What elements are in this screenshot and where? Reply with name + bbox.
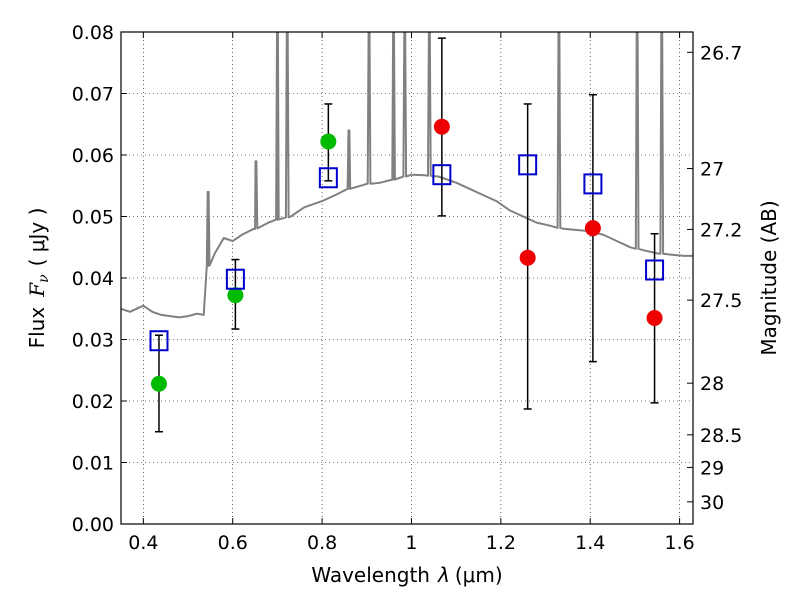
- y-tick-label: 0.03: [72, 330, 114, 352]
- y-tick-label: 0.06: [72, 145, 114, 167]
- model-point: [225, 268, 245, 290]
- y-axis-title-text: Flux: [25, 307, 49, 349]
- y2-tick-label: 29: [700, 457, 724, 479]
- y-axis-title-unit: ( μJy ): [25, 208, 49, 267]
- markers: [149, 118, 665, 392]
- model-point: [583, 173, 603, 195]
- model-point: [149, 330, 169, 352]
- x-tick-label: 0.4: [128, 532, 158, 554]
- y2-tick-label: 28: [700, 373, 724, 395]
- x-tick-label: 0.8: [307, 532, 337, 554]
- y-axis-title: Flux Fν ( μJy ): [25, 208, 52, 349]
- y2-tick-label: 28.5: [700, 425, 742, 447]
- x-tick-label: 1.4: [575, 532, 605, 554]
- x-axis-title-unit: (μm): [455, 563, 503, 587]
- x-tick-label: 1: [405, 532, 417, 554]
- y-tick-label: 0.05: [72, 207, 114, 229]
- data-point: [227, 287, 244, 304]
- data-point: [584, 220, 601, 237]
- y2-tick-label: 30: [700, 492, 724, 514]
- model-point: [518, 154, 538, 176]
- data-point: [320, 133, 337, 150]
- y-tick-label: 0.00: [72, 514, 114, 536]
- y2-tick-label: 26.7: [700, 42, 742, 64]
- x-axis-title-text: Wavelength: [311, 563, 430, 587]
- x-axis-title: Wavelength λ (μm): [311, 563, 502, 587]
- data-point: [433, 118, 450, 135]
- y-tick-label: 0.04: [72, 268, 114, 290]
- y-axis-title-symbol: F: [25, 282, 49, 298]
- x-tick-label: 0.6: [218, 532, 248, 554]
- data-point: [150, 375, 167, 392]
- y-tick-label: 0.01: [72, 453, 114, 475]
- model-point: [318, 167, 338, 189]
- y-axis-title-symbol-sub: ν: [36, 274, 52, 283]
- y2-axis-title: Magnitude (AB): [757, 200, 781, 355]
- y-tick-label: 0.02: [72, 391, 114, 413]
- data-point: [646, 309, 663, 326]
- y2-tick-label: 27.2: [700, 219, 742, 241]
- x-tick-label: 1.2: [486, 532, 516, 554]
- x-axis-title-symbol: λ: [437, 563, 450, 587]
- x-tick-label: 1.6: [664, 532, 694, 554]
- y-tick-label: 0.07: [72, 84, 114, 106]
- model-point: [432, 164, 452, 186]
- y2-tick-label: 27: [700, 159, 724, 181]
- y2-tick-label: 27.5: [700, 290, 742, 312]
- y-tick-label: 0.08: [72, 22, 114, 44]
- data-point: [519, 249, 536, 266]
- model-point: [645, 259, 665, 281]
- ticks: 0.4 0.6 0.8 1 1.2 1.4 1.6 0.00 0.01 0.02 0.03 0.04 0…: [72, 22, 743, 554]
